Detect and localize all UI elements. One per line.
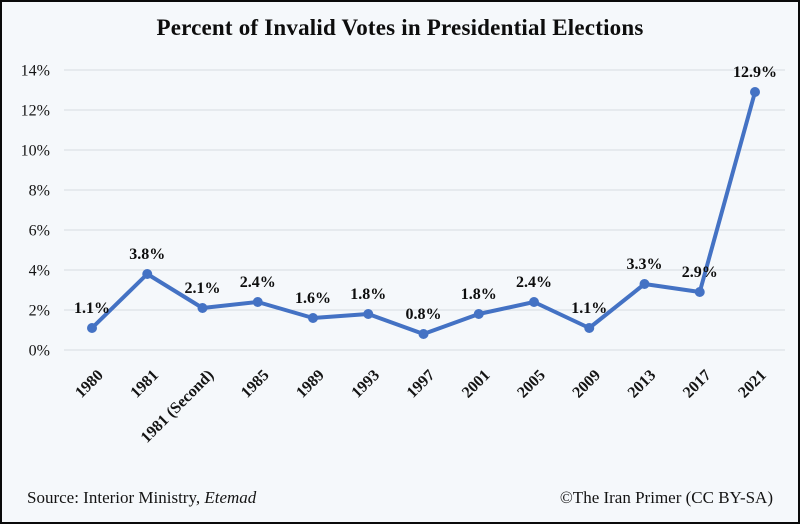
data-point-marker [87,323,97,333]
data-point-label: 1.1% [571,300,607,317]
data-point-label: 2.1% [185,280,221,297]
y-axis-tick-label: 4% [29,263,50,280]
data-point-label: 1.6% [295,290,331,307]
data-point-marker [363,309,374,319]
data-point-label: 3.3% [627,256,663,273]
data-point-marker [584,323,595,333]
data-point-label: 2.4% [240,274,276,291]
y-axis-tick-label: 14% [21,63,50,80]
x-axis-tick-label: 2021 [735,367,770,402]
data-point-marker [197,303,208,313]
x-axis-tick-label: 2005 [514,367,549,402]
data-point-label: 1.1% [74,300,110,317]
y-axis-tick-label: 8% [29,183,50,200]
data-point-label: 12.9% [733,64,777,81]
x-axis-tick-label: 1997 [404,367,439,402]
x-axis-tick-label: 2009 [569,367,604,402]
x-axis-tick-label: 2013 [625,367,660,402]
credit-text: ©The Iran Primer (CC BY-SA) [559,488,773,507]
source-text: Source: Interior Ministry, [27,488,205,507]
y-axis-tick-label: 12% [21,103,50,120]
x-axis-tick-label: 2001 [459,367,494,402]
y-axis-tick-label: 0% [29,343,50,360]
data-point-marker [473,309,484,319]
data-point-label: 0.8% [406,306,442,323]
data-point-label: 1.8% [350,286,386,303]
chart-title: Percent of Invalid Votes in Presidential… [156,15,644,40]
source-publication: Etemad [204,488,257,507]
data-point-label: 1.8% [461,286,497,303]
y-axis-tick-label: 6% [29,223,50,240]
x-axis-tick-label: 1989 [293,367,328,402]
x-axis-tick-label: 1993 [348,367,383,402]
x-axis-tick-label: 2017 [680,367,715,402]
data-point-label: 3.8% [129,246,165,263]
data-point-label: 2.4% [516,274,552,291]
data-point-marker [529,297,539,307]
data-point-label: 2.9% [682,264,718,281]
data-point-marker [142,269,153,279]
data-point-marker [694,287,705,297]
data-line [90,90,757,336]
chart-footer: Source: Interior Ministry, Etemad ©The I… [27,488,773,508]
data-point-marker [418,329,429,339]
data-point-marker [639,279,650,289]
data-point-marker [750,87,760,97]
x-axis-tick-label: 1985 [238,367,273,402]
y-axis-tick-label: 10% [21,143,50,160]
y-axis-tick-label: 2% [29,303,50,320]
x-axis-tick-label: 1980 [72,367,107,402]
data-point-marker [308,313,318,323]
data-point-marker [252,297,263,307]
source-note: Source: Interior Ministry, Etemad [27,488,256,508]
x-axis-tick-label: 1981 [127,367,162,402]
